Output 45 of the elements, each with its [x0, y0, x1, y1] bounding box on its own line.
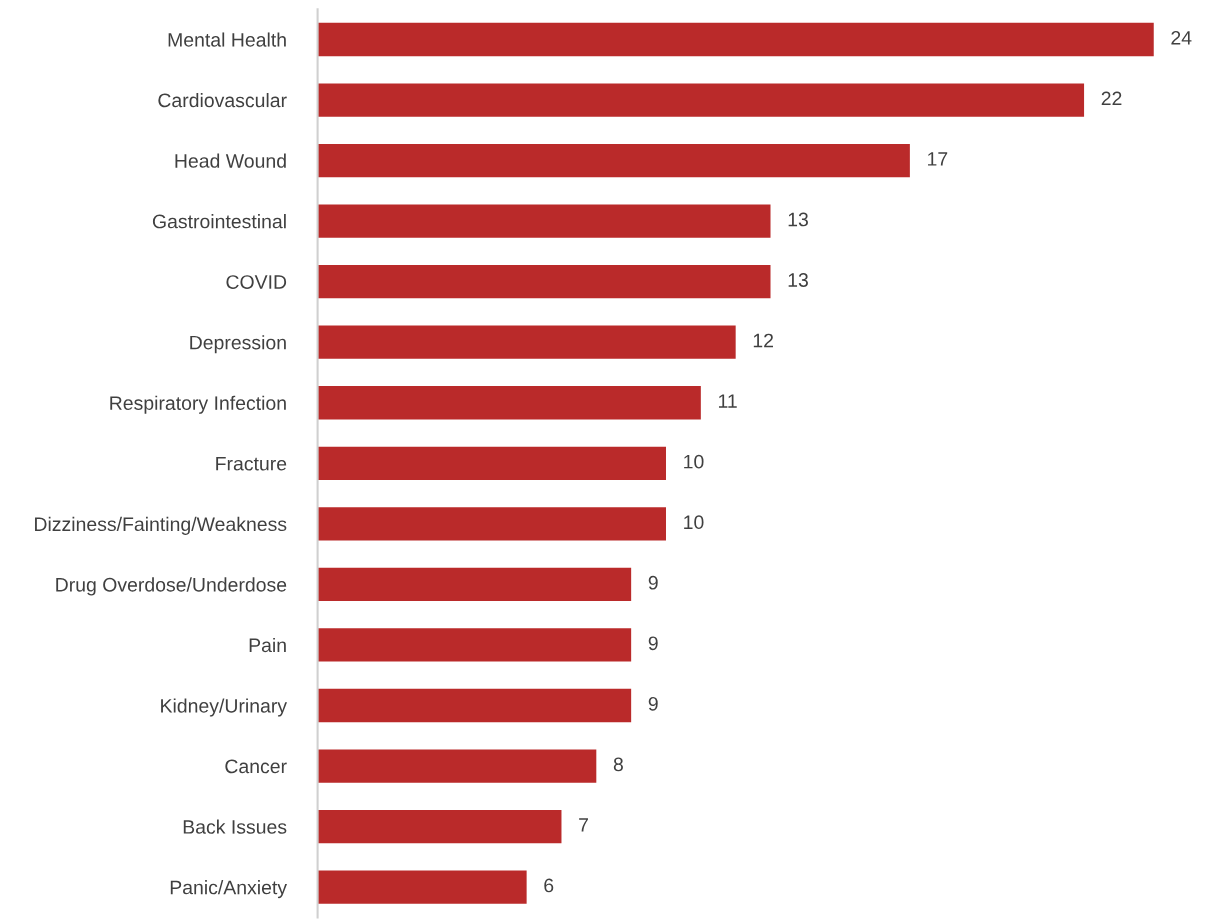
data-label: 11 — [718, 394, 737, 408]
bar — [317, 22, 1154, 57]
y-tick-label: Dizziness/Fainting/Weakness — [35, 516, 287, 535]
y-tick-label: Cardiovascular — [158, 92, 287, 108]
bar — [317, 749, 597, 783]
y-tick-label: Fracture — [216, 456, 287, 471]
data-label: 12 — [753, 333, 773, 348]
y-tick-label: Cancer — [225, 759, 287, 774]
data-label: 13 — [788, 212, 808, 227]
bar — [317, 809, 562, 844]
bar — [317, 204, 771, 238]
bar — [317, 143, 910, 178]
data-label: 9 — [648, 636, 658, 651]
y-tick-label: Back Issues — [183, 819, 287, 834]
data-label: 10 — [684, 515, 704, 530]
bar — [317, 265, 771, 299]
bar — [317, 688, 632, 723]
data-label: 9 — [648, 575, 658, 590]
data-label: 10 — [684, 454, 704, 469]
y-tick-label: Head Wound — [175, 153, 286, 168]
data-label: 17 — [928, 152, 948, 166]
bar — [317, 325, 736, 359]
bar — [317, 870, 527, 904]
y-tick-label: COVID — [226, 275, 287, 289]
y-tick-label: Kidney/Urinary — [161, 698, 288, 717]
data-label: 8 — [613, 757, 623, 772]
data-label: 6 — [544, 878, 554, 893]
y-tick-label: Respiratory Infection — [110, 395, 286, 414]
data-label: 22 — [1101, 91, 1122, 106]
y-tick-label: Depression — [190, 335, 286, 354]
y-tick-label: Panic/Anxiety — [170, 880, 288, 899]
bar — [317, 446, 666, 480]
data-label: 24 — [1171, 30, 1192, 45]
bar — [317, 386, 701, 420]
bar — [317, 83, 1085, 117]
y-tick-label: Gastrointestinal — [152, 214, 286, 229]
y-tick-label: Mental Health — [168, 32, 286, 47]
bar — [317, 567, 632, 602]
y-tick-label: Drug Overdose/Underdose — [56, 577, 287, 596]
data-label: 9 — [648, 696, 658, 711]
data-label: 7 — [579, 818, 588, 832]
y-tick-label: Pain — [249, 637, 286, 653]
bar — [317, 628, 632, 662]
bar — [317, 507, 666, 541]
data-label: 13 — [788, 273, 808, 287]
